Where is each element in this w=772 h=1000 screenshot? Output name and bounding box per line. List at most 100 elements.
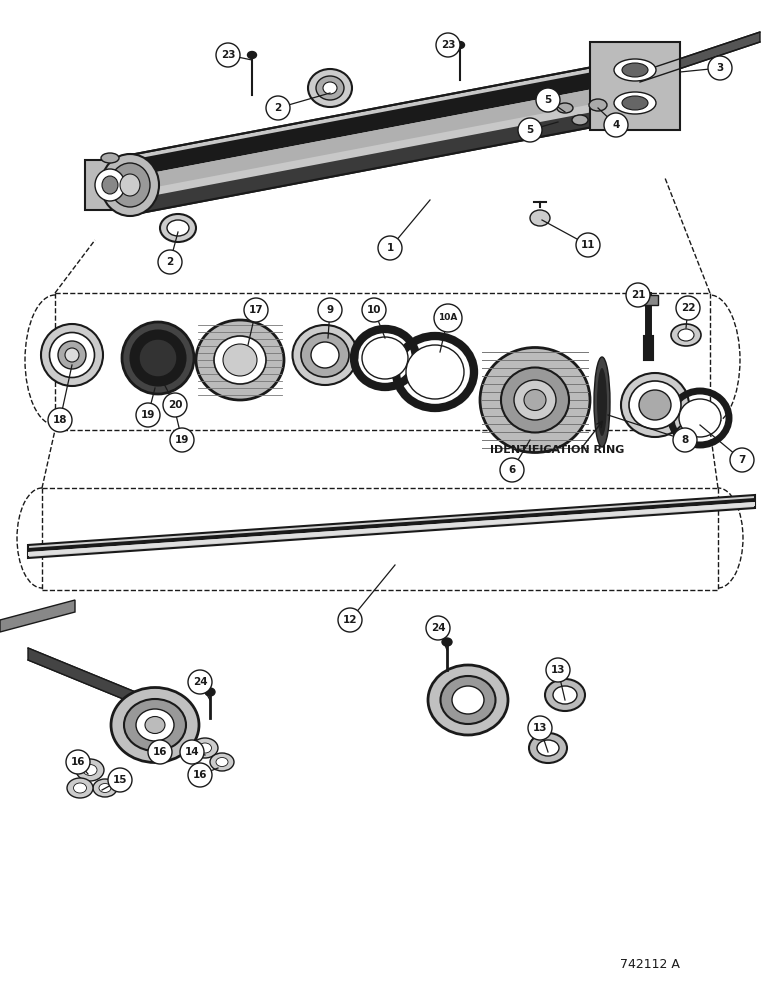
Circle shape xyxy=(434,304,462,332)
Text: 13: 13 xyxy=(550,665,565,675)
Circle shape xyxy=(180,740,204,764)
Text: 9: 9 xyxy=(327,305,334,315)
Text: IDENTIFICATION RING: IDENTIFICATION RING xyxy=(490,445,625,455)
Circle shape xyxy=(546,658,570,682)
Ellipse shape xyxy=(406,345,464,399)
Ellipse shape xyxy=(614,59,656,81)
Circle shape xyxy=(216,43,240,67)
Ellipse shape xyxy=(622,96,648,110)
Ellipse shape xyxy=(428,665,508,735)
Circle shape xyxy=(604,113,628,137)
Text: 3: 3 xyxy=(716,63,723,73)
Text: 11: 11 xyxy=(581,240,595,250)
Ellipse shape xyxy=(597,368,607,436)
Ellipse shape xyxy=(110,163,150,207)
Polygon shape xyxy=(28,648,155,712)
Text: 1: 1 xyxy=(386,243,394,253)
Ellipse shape xyxy=(679,399,721,437)
Ellipse shape xyxy=(223,344,257,376)
Text: 4: 4 xyxy=(612,120,620,130)
Circle shape xyxy=(528,716,552,740)
Ellipse shape xyxy=(101,153,119,163)
Circle shape xyxy=(362,298,386,322)
Circle shape xyxy=(318,298,342,322)
Text: 742112 A: 742112 A xyxy=(620,958,680,972)
Ellipse shape xyxy=(553,686,577,704)
Text: 24: 24 xyxy=(431,623,445,633)
Circle shape xyxy=(266,96,290,120)
Ellipse shape xyxy=(639,390,671,420)
Ellipse shape xyxy=(589,99,607,111)
Ellipse shape xyxy=(530,210,550,226)
Ellipse shape xyxy=(480,348,590,452)
Ellipse shape xyxy=(160,214,196,242)
Polygon shape xyxy=(85,160,135,210)
Ellipse shape xyxy=(41,324,103,386)
Ellipse shape xyxy=(442,638,452,646)
Text: 19: 19 xyxy=(174,435,189,445)
Ellipse shape xyxy=(49,332,94,377)
Text: 16: 16 xyxy=(153,747,168,757)
Ellipse shape xyxy=(311,342,339,368)
Text: 23: 23 xyxy=(441,40,455,50)
Circle shape xyxy=(500,458,524,482)
Ellipse shape xyxy=(124,699,186,751)
Circle shape xyxy=(518,118,542,142)
Ellipse shape xyxy=(537,740,559,756)
Circle shape xyxy=(673,428,697,452)
Ellipse shape xyxy=(122,322,194,394)
Polygon shape xyxy=(590,42,680,130)
Circle shape xyxy=(338,608,362,632)
Text: 2: 2 xyxy=(167,257,174,267)
Ellipse shape xyxy=(111,688,199,762)
Circle shape xyxy=(426,616,450,640)
Text: 21: 21 xyxy=(631,290,645,300)
Text: 17: 17 xyxy=(249,305,263,315)
Circle shape xyxy=(188,763,212,787)
Polygon shape xyxy=(130,58,640,215)
Text: 8: 8 xyxy=(682,435,689,445)
Ellipse shape xyxy=(621,373,689,437)
Text: 7: 7 xyxy=(738,455,746,465)
Polygon shape xyxy=(130,63,640,177)
Ellipse shape xyxy=(455,41,465,48)
Ellipse shape xyxy=(83,764,97,776)
Ellipse shape xyxy=(501,367,569,432)
Polygon shape xyxy=(0,600,75,632)
Ellipse shape xyxy=(529,733,567,763)
Ellipse shape xyxy=(514,380,556,420)
Ellipse shape xyxy=(671,324,701,346)
Ellipse shape xyxy=(216,758,228,766)
Text: 16: 16 xyxy=(71,757,85,767)
Circle shape xyxy=(536,88,560,112)
Text: 22: 22 xyxy=(681,303,696,313)
Ellipse shape xyxy=(76,759,104,781)
Text: 23: 23 xyxy=(221,50,235,60)
Ellipse shape xyxy=(214,336,266,384)
Ellipse shape xyxy=(130,330,185,385)
Circle shape xyxy=(708,56,732,80)
Text: 24: 24 xyxy=(193,677,208,687)
Ellipse shape xyxy=(524,389,546,410)
Ellipse shape xyxy=(301,333,349,377)
Circle shape xyxy=(730,448,754,472)
Ellipse shape xyxy=(101,154,159,216)
Text: 10A: 10A xyxy=(438,314,458,322)
Ellipse shape xyxy=(452,686,484,714)
Ellipse shape xyxy=(614,92,656,114)
Ellipse shape xyxy=(167,220,189,236)
Ellipse shape xyxy=(362,337,408,379)
Text: 13: 13 xyxy=(533,723,547,733)
Ellipse shape xyxy=(210,753,234,771)
Ellipse shape xyxy=(678,329,694,341)
Text: 10: 10 xyxy=(367,305,381,315)
Ellipse shape xyxy=(93,779,117,797)
Ellipse shape xyxy=(139,339,177,377)
Text: 5: 5 xyxy=(527,125,533,135)
Text: 14: 14 xyxy=(185,747,199,757)
Polygon shape xyxy=(638,295,658,305)
Ellipse shape xyxy=(73,783,86,793)
Ellipse shape xyxy=(102,176,118,194)
Ellipse shape xyxy=(629,381,681,429)
Circle shape xyxy=(66,750,90,774)
